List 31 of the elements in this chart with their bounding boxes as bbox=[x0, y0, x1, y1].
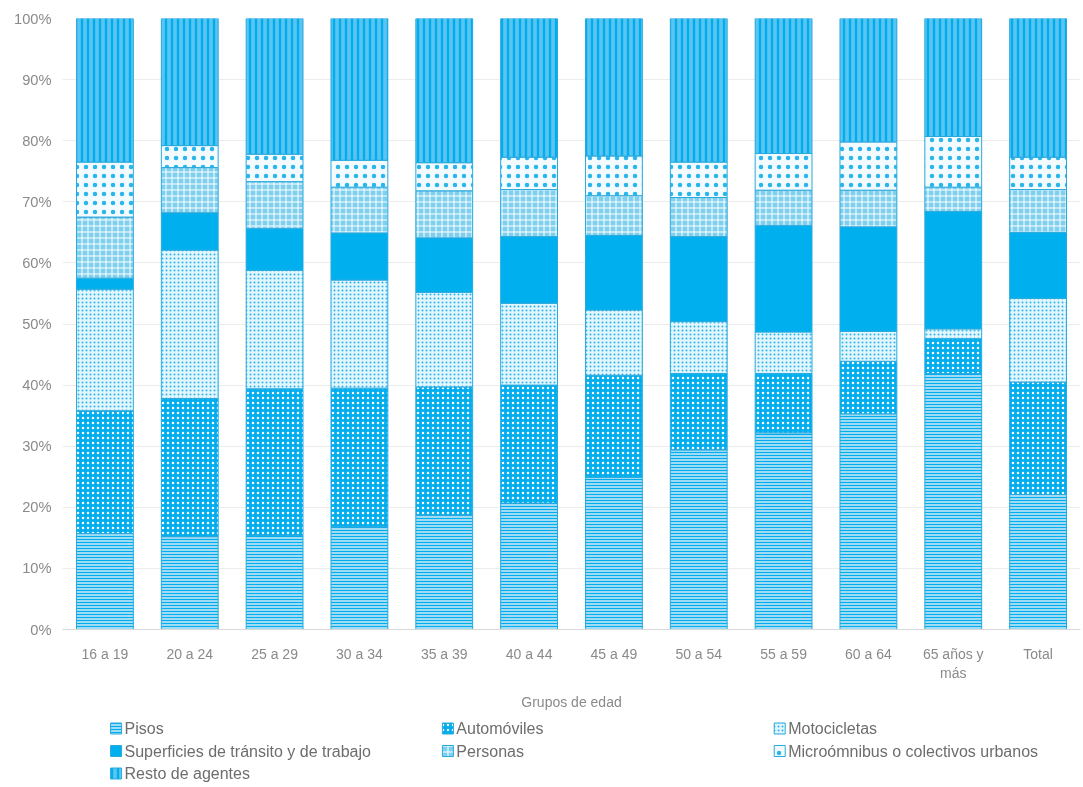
x-axis-title: Grupos de edad bbox=[521, 693, 622, 710]
legend-label: Resto de agentes bbox=[124, 765, 250, 782]
x-tick-label: 65 años y más bbox=[922, 645, 984, 681]
legend-label: Pisos bbox=[124, 720, 164, 737]
legend-label: Personas bbox=[456, 742, 524, 760]
x-tick-label: 50 a 54 bbox=[675, 645, 723, 662]
y-tick-label: 30% bbox=[22, 438, 52, 455]
x-tick-label: 35 a 39 bbox=[420, 645, 468, 662]
y-tick-label: 90% bbox=[22, 71, 52, 88]
legend-label: Automóviles bbox=[456, 720, 544, 737]
y-tick-label: 40% bbox=[22, 377, 52, 394]
x-tick-label: 30 a 34 bbox=[336, 645, 383, 662]
x-tick-label: 60 a 64 bbox=[845, 645, 892, 662]
x-tick-label: 25 a 29 bbox=[251, 645, 299, 662]
y-tick-label: 50% bbox=[22, 316, 52, 332]
y-tick-label: 80% bbox=[22, 132, 52, 149]
x-tick-label: 45 a 49 bbox=[590, 645, 638, 662]
y-tick-label: 100% bbox=[14, 10, 52, 27]
x-tick-label: Total bbox=[1023, 645, 1053, 662]
y-tick-label: 0% bbox=[30, 621, 52, 638]
x-tick-label: 40 a 44 bbox=[505, 645, 553, 662]
x-tick-label: 55 a 59 bbox=[760, 645, 808, 662]
y-tick-label: 20% bbox=[22, 499, 52, 516]
x-tick-label: 16 a 19 bbox=[81, 645, 129, 662]
y-tick-label: 60% bbox=[22, 254, 52, 271]
y-tick-label: 10% bbox=[22, 560, 52, 577]
y-tick-label: 70% bbox=[22, 193, 52, 210]
legend-label: Superficies de tránsito y de trabajo bbox=[124, 742, 371, 760]
legend-label: Microómnibus o colectivos urbanos bbox=[788, 742, 1039, 760]
legend-label: Motocicletas bbox=[788, 720, 878, 737]
x-tick-label: 20 a 24 bbox=[166, 645, 214, 662]
